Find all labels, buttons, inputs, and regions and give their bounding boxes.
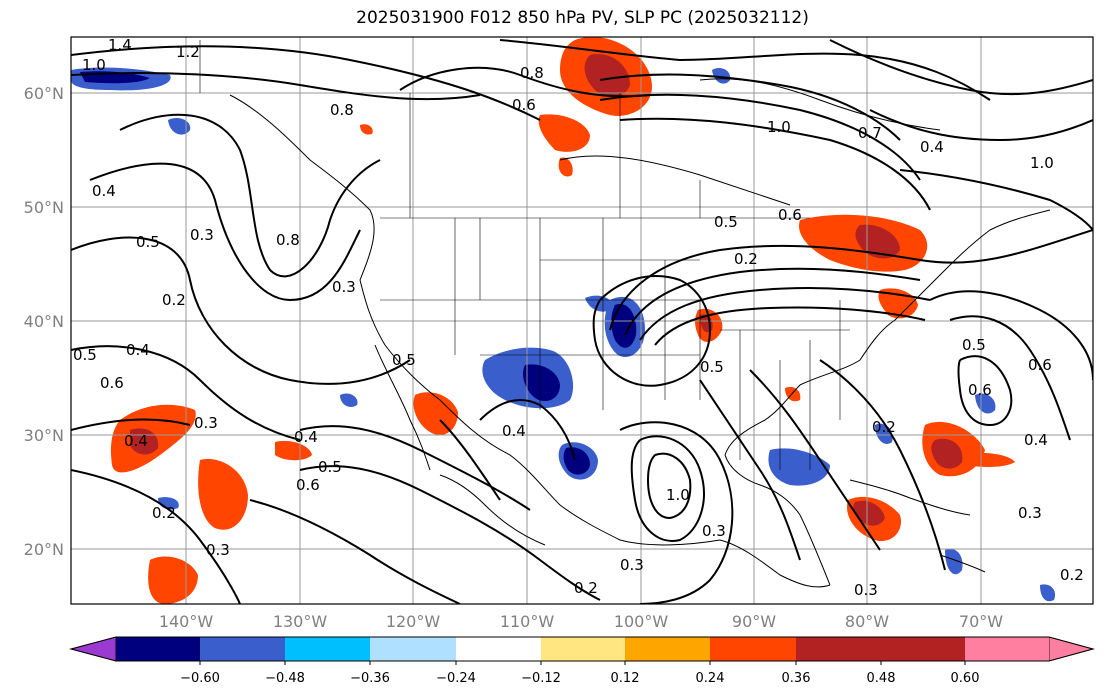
- map-gridlines: [71, 37, 1093, 604]
- colorbar-segment: [115, 636, 201, 662]
- contour-label-group: 1.4 1.2 1.0 0.8 0.6 0.8 0.4 0.5 0.3 0.8 …: [73, 36, 1084, 599]
- colorbar-label: 0.48: [867, 671, 896, 686]
- contour-label: 0.5: [714, 213, 738, 231]
- contour-label: 0.4: [126, 341, 150, 359]
- contour-label: 0.4: [294, 428, 318, 446]
- contour-label: 0.5: [318, 458, 342, 476]
- contour-label: 1.2: [176, 43, 200, 61]
- contour-label: 1.4: [108, 36, 132, 54]
- contour-label: 0.2: [734, 250, 758, 268]
- colorbar-outline: [69, 636, 1095, 662]
- colorbar: −0.60 −0.48 −0.36 −0.24 −0.12 0.12 0.24 …: [69, 636, 1095, 686]
- contour-label: 0.2: [574, 579, 598, 597]
- contour-label: 0.6: [296, 476, 320, 494]
- colorbar-label: −0.24: [436, 671, 476, 686]
- latitude-labels: 60°N 50°N 40°N 30°N 20°N: [24, 84, 64, 559]
- state-borders: [199, 40, 850, 470]
- lon-label: 100°W: [614, 612, 669, 631]
- colorbar-segment: [370, 637, 456, 661]
- longitude-labels: 140°W 130°W 120°W 110°W 100°W 90°W 80°W …: [159, 612, 1003, 631]
- contour-label: 0.4: [1024, 431, 1048, 449]
- colorbar-label: −0.36: [350, 671, 390, 686]
- colorbar-segment: [1048, 636, 1095, 662]
- contour-label: 0.5: [700, 358, 724, 376]
- lat-label: 50°N: [24, 198, 64, 217]
- pressure-contours: [71, 39, 1093, 604]
- contour-label: 0.2: [1060, 566, 1084, 584]
- contour-label: 0.2: [872, 418, 896, 436]
- contour-label: 0.3: [194, 414, 218, 432]
- contour-label: 0.8: [330, 101, 354, 119]
- colorbar-segment: [796, 637, 881, 661]
- colorbar-segment: [456, 637, 541, 661]
- contour-label: 0.6: [512, 96, 536, 114]
- contour-label: 0.2: [162, 291, 186, 309]
- contour-label: 1.0: [1030, 154, 1054, 172]
- contour-label: 0.5: [73, 346, 97, 364]
- contour-label: 0.4: [502, 422, 526, 440]
- colorbar-label: −0.48: [265, 671, 305, 686]
- contour-label: 0.3: [206, 541, 230, 559]
- colorbar-ticks: [199, 661, 966, 665]
- contour-label: 0.3: [854, 581, 878, 599]
- colorbar-label: −0.12: [521, 671, 561, 686]
- contour-label: 0.6: [968, 381, 992, 399]
- lon-label: 120°W: [386, 612, 441, 631]
- lat-label: 40°N: [24, 312, 64, 331]
- colorbar-segment: [541, 637, 625, 661]
- lon-label: 80°W: [845, 612, 889, 631]
- contour-label: 0.2: [152, 504, 176, 522]
- contour-label: 0.5: [392, 351, 416, 369]
- colorbar-label: 0.36: [782, 671, 811, 686]
- lat-label: 30°N: [24, 426, 64, 445]
- map-border: [70, 36, 1094, 605]
- lon-label: 90°W: [732, 612, 776, 631]
- contour-label: 0.6: [100, 374, 124, 392]
- colorbar-segment: [200, 637, 285, 661]
- map-title: 2025031900 F012 850 hPa PV, SLP PC (2025…: [356, 8, 809, 28]
- contour-label: 0.8: [276, 231, 300, 249]
- colorbar-segment: [69, 636, 117, 662]
- contour-label: 0.3: [190, 226, 214, 244]
- contour-label: 1.0: [82, 56, 106, 74]
- contour-label: 0.3: [332, 278, 356, 296]
- colorbar-segment: [881, 637, 965, 661]
- contour-label: 1.0: [666, 486, 690, 504]
- contour-label: 0.5: [962, 336, 986, 354]
- lon-label: 130°W: [273, 612, 328, 631]
- lon-label: 110°W: [500, 612, 555, 631]
- colorbar-segment: [710, 637, 796, 661]
- colorbar-label: −0.60: [180, 671, 220, 686]
- lat-label: 20°N: [24, 540, 64, 559]
- contour-label: 0.7: [858, 124, 882, 142]
- contour-label: 0.3: [702, 522, 726, 540]
- contour-label: 0.4: [92, 182, 116, 200]
- contour-label: 1.0: [767, 118, 791, 136]
- colorbar-segment: [965, 637, 1049, 661]
- contour-label: 0.6: [1028, 356, 1052, 374]
- colorbar-segment: [285, 637, 370, 661]
- lon-label: 70°W: [959, 612, 1003, 631]
- colorbar-label: 0.60: [951, 671, 980, 686]
- colorbar-segment: [625, 637, 710, 661]
- contour-label: 0.3: [620, 556, 644, 574]
- lon-label: 140°W: [159, 612, 214, 631]
- lat-label: 60°N: [24, 84, 64, 103]
- contour-label: 0.8: [520, 64, 544, 82]
- contour-label: 0.4: [124, 432, 148, 450]
- contour-label: 0.6: [778, 206, 802, 224]
- colorbar-label: 0.24: [696, 671, 725, 686]
- contour-label: 0.3: [1018, 504, 1042, 522]
- contour-label: 0.4: [920, 138, 944, 156]
- colorbar-label: 0.12: [611, 671, 640, 686]
- contour-label: 0.5: [136, 233, 160, 251]
